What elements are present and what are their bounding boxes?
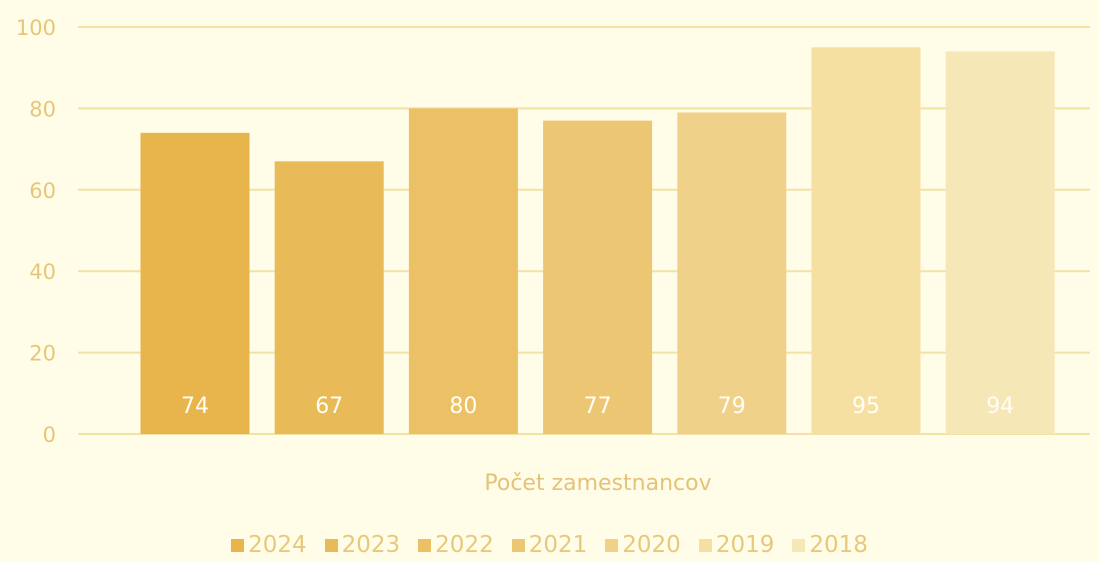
y-tick-label: 60 [29,179,56,203]
data-label-2020: 79 [718,394,746,419]
data-label-2024: 74 [181,394,209,419]
legend-item-2020: 2020 [605,532,681,558]
legend-item-2021: 2021 [511,532,588,558]
legend-item-2019: 2019 [698,532,775,558]
legend-label: 2024 [248,532,307,558]
y-tick-label: 80 [29,97,56,121]
y-tick-label: 40 [29,260,56,284]
legend-swatch [698,538,712,552]
bar-2022 [408,108,518,435]
legend-label: 2021 [528,532,588,558]
legend-item-2023: 2023 [324,532,401,558]
data-label-2022: 80 [449,394,477,419]
data-label-2018: 94 [986,394,1014,419]
bar-2019 [811,47,921,434]
data-label-2023: 67 [315,394,343,419]
legend-label: 2019 [715,532,775,558]
legend-label: 2018 [809,532,868,558]
data-labels: 74 67 80 77 79 95 94 [181,394,1014,419]
legend-label: 2020 [622,532,681,558]
legend-swatch [324,538,338,552]
bar-2021 [543,120,653,435]
legend-item-2018: 2018 [792,532,868,558]
data-label-2021: 77 [584,394,612,419]
y-axis-ticks: 0 20 40 60 80 100 [16,16,56,447]
data-label-2019: 95 [852,394,880,419]
legend-swatch [511,538,525,552]
legend-swatch [792,538,806,552]
bar-2020 [677,112,787,434]
legend-swatch [231,538,245,552]
legend-label: 2023 [341,532,401,558]
bar-2018 [945,51,1055,435]
x-axis-label: Počet zamestnancov [484,471,711,496]
bar-2023 [274,161,384,434]
bars [140,47,1055,435]
legend-item-2022: 2022 [418,532,494,558]
y-tick-label: 20 [29,342,56,366]
y-tick-label: 0 [43,423,56,447]
legend-item-2024: 2024 [231,532,307,558]
bar-2024 [140,132,250,434]
legend-label: 2022 [435,532,494,558]
legend: 2024 2023 2022 2021 2020 2019 2018 [0,532,1099,558]
y-tick-label: 100 [16,16,56,40]
legend-swatch [418,538,432,552]
legend-swatch [605,538,619,552]
